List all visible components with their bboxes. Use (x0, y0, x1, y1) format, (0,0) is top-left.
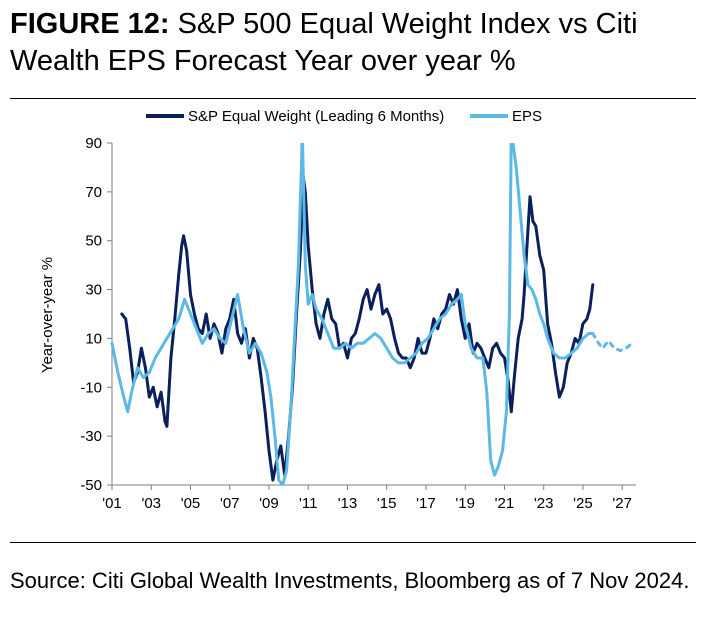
x-tick-label: '17 (416, 495, 436, 512)
x-tick-label: '19 (455, 495, 475, 512)
y-tick-label: 90 (85, 135, 102, 152)
y-tick-label: 10 (85, 330, 102, 347)
x-tick-label: '27 (612, 495, 632, 512)
x-tick-label: '11 (299, 495, 317, 512)
bottom-divider (10, 542, 696, 543)
x-tick-label: '01 (102, 495, 122, 512)
source-note: Source: Citi Global Wealth Investments, … (10, 568, 690, 593)
x-tick-label: '21 (495, 495, 515, 512)
figure-title-text: S&P 500 Equal Weight Index vs Citi Wealt… (10, 8, 638, 77)
x-tick-label: '15 (377, 495, 397, 512)
figure-title: FIGURE 12: S&P 500 Equal Weight Index vs… (10, 6, 700, 80)
x-tick-label: '03 (141, 495, 161, 512)
legend: S&P Equal Weight (Leading 6 Months) EPS (146, 108, 542, 125)
series-layer (110, 143, 634, 485)
line-chart: S&P Equal Weight (Leading 6 Months) EPS 9… (39, 108, 636, 512)
series-line-eps (110, 143, 595, 485)
legend-label: S&P Equal Weight (Leading 6 Months) (188, 108, 444, 125)
y-axis-label: Year-over-year % (39, 257, 56, 373)
axes: 90 70 50 30 10 -10 -30 -50'01 '03 '05 '07 '09 '11 '13… (80, 135, 636, 512)
x-tick-label: '07 (220, 495, 240, 512)
y-tick-label: -50 (80, 477, 102, 494)
legend-label: EPS (512, 108, 542, 125)
y-tick-label: 70 (85, 184, 102, 201)
series-line-equal-weight (120, 175, 595, 482)
y-tick-label: 30 (85, 282, 102, 299)
x-tick-label: '13 (338, 495, 358, 512)
y-tick-label: -30 (80, 428, 102, 445)
x-tick-label: '23 (534, 495, 554, 512)
x-tick-label: '05 (181, 495, 201, 512)
series-line-eps-forecast (591, 332, 634, 353)
top-divider (10, 98, 696, 99)
y-tick-label: 50 (85, 233, 102, 250)
x-tick-label: '25 (573, 495, 593, 512)
figure-label: FIGURE 12: (10, 8, 170, 40)
x-tick-label: '09 (259, 495, 279, 512)
y-tick-label: -10 (80, 379, 102, 396)
